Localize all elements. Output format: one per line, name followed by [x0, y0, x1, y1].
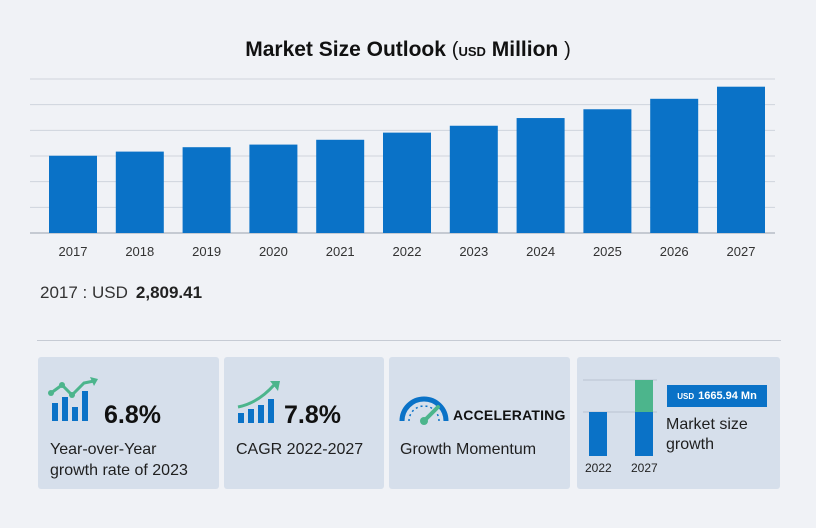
growth-badge-value: 1665.94 Mn [698, 390, 757, 402]
card-cagr: 7.8% CAGR 2022-2027 [224, 357, 384, 489]
bar-chart: 2017 2018 2019 2020 2021 2022 2023 2024 2025 2026… [30, 78, 775, 259]
base-year-value: 2017 : USD 2,809.41 [40, 283, 202, 303]
bar-2021 [316, 139, 365, 233]
bar-2022 [383, 132, 431, 233]
trend-up-icon [237, 381, 280, 423]
chart-title-unit-word: Million [491, 38, 559, 61]
bar-2026 [650, 98, 699, 233]
bar-growth-icon [48, 377, 98, 421]
x-tick-label-2026: 2026 [660, 244, 689, 259]
card-market-size-growth: 2022 2027 USD 1665.94 Mn Market size grow… [577, 357, 780, 489]
mini-bar-2022 [589, 412, 607, 456]
yoy-label-line2: growth rate of 2023 [50, 462, 188, 479]
x-tick-label-2027: 2027 [727, 244, 756, 259]
base-value: 2,809.41 [135, 283, 203, 302]
x-tick-label-2018: 2018 [125, 244, 154, 259]
bar-2023 [449, 125, 498, 233]
yoy-value: 6.8% [104, 401, 161, 429]
growth-label-line2: growth [666, 436, 715, 453]
bar-2017 [49, 155, 97, 233]
yoy-label-line1: Year-over-Year [50, 441, 157, 458]
chart-title: Market Size Outlook (USD Million ) [0, 38, 816, 62]
bar-2025 [583, 109, 632, 233]
growth-badge-unit: USD [677, 392, 695, 401]
momentum-value: ACCELERATING [453, 407, 566, 423]
mini-bar-2027-growth [635, 380, 653, 412]
growth-label-line1: Market size [666, 416, 748, 433]
chart-bars [49, 86, 765, 233]
x-tick-label-2021: 2021 [326, 244, 355, 259]
chart-title-main: Market Size Outlook [245, 38, 446, 61]
card-yoy-growth: 6.8% Year-over-Year growth rate of 2023 [38, 357, 219, 489]
chart-title-close-paren: ) [564, 39, 571, 61]
mini-year-2027: 2027 [631, 461, 658, 475]
bar-2018 [115, 151, 164, 233]
mini-growth-chart [583, 379, 657, 456]
chart-title-unit: USD [458, 44, 486, 59]
chart-title-open-paren: ( [451, 39, 459, 61]
x-tick-label-2019: 2019 [192, 244, 221, 259]
x-tick-label-2025: 2025 [593, 244, 622, 259]
cagr-label: CAGR 2022-2027 [236, 441, 364, 458]
bar-2027 [717, 86, 765, 233]
mini-bar-2027-base [635, 412, 653, 456]
speedometer-icon [399, 396, 449, 425]
x-tick-label-2020: 2020 [259, 244, 288, 259]
bar-2024 [516, 118, 565, 233]
card-growth-momentum: ACCELERATING Growth Momentum [389, 357, 570, 489]
momentum-label: Growth Momentum [400, 441, 537, 458]
x-tick-label-2022: 2022 [393, 244, 422, 259]
bar-2020 [249, 144, 298, 233]
x-tick-label-2023: 2023 [459, 244, 488, 259]
x-tick-label-2017: 2017 [59, 244, 88, 259]
x-tick-label-2024: 2024 [526, 244, 555, 259]
cagr-value: 7.8% [284, 401, 341, 429]
mini-year-2022: 2022 [585, 461, 612, 475]
growth-badge: USD 1665.94 Mn [667, 385, 767, 407]
base-year-label: 2017 : USD [40, 283, 128, 302]
bar-2019 [182, 147, 231, 233]
divider [37, 340, 781, 341]
chart-x-labels: 2017 2018 2019 2020 2021 2022 2023 2024 2025 2026… [59, 244, 756, 259]
